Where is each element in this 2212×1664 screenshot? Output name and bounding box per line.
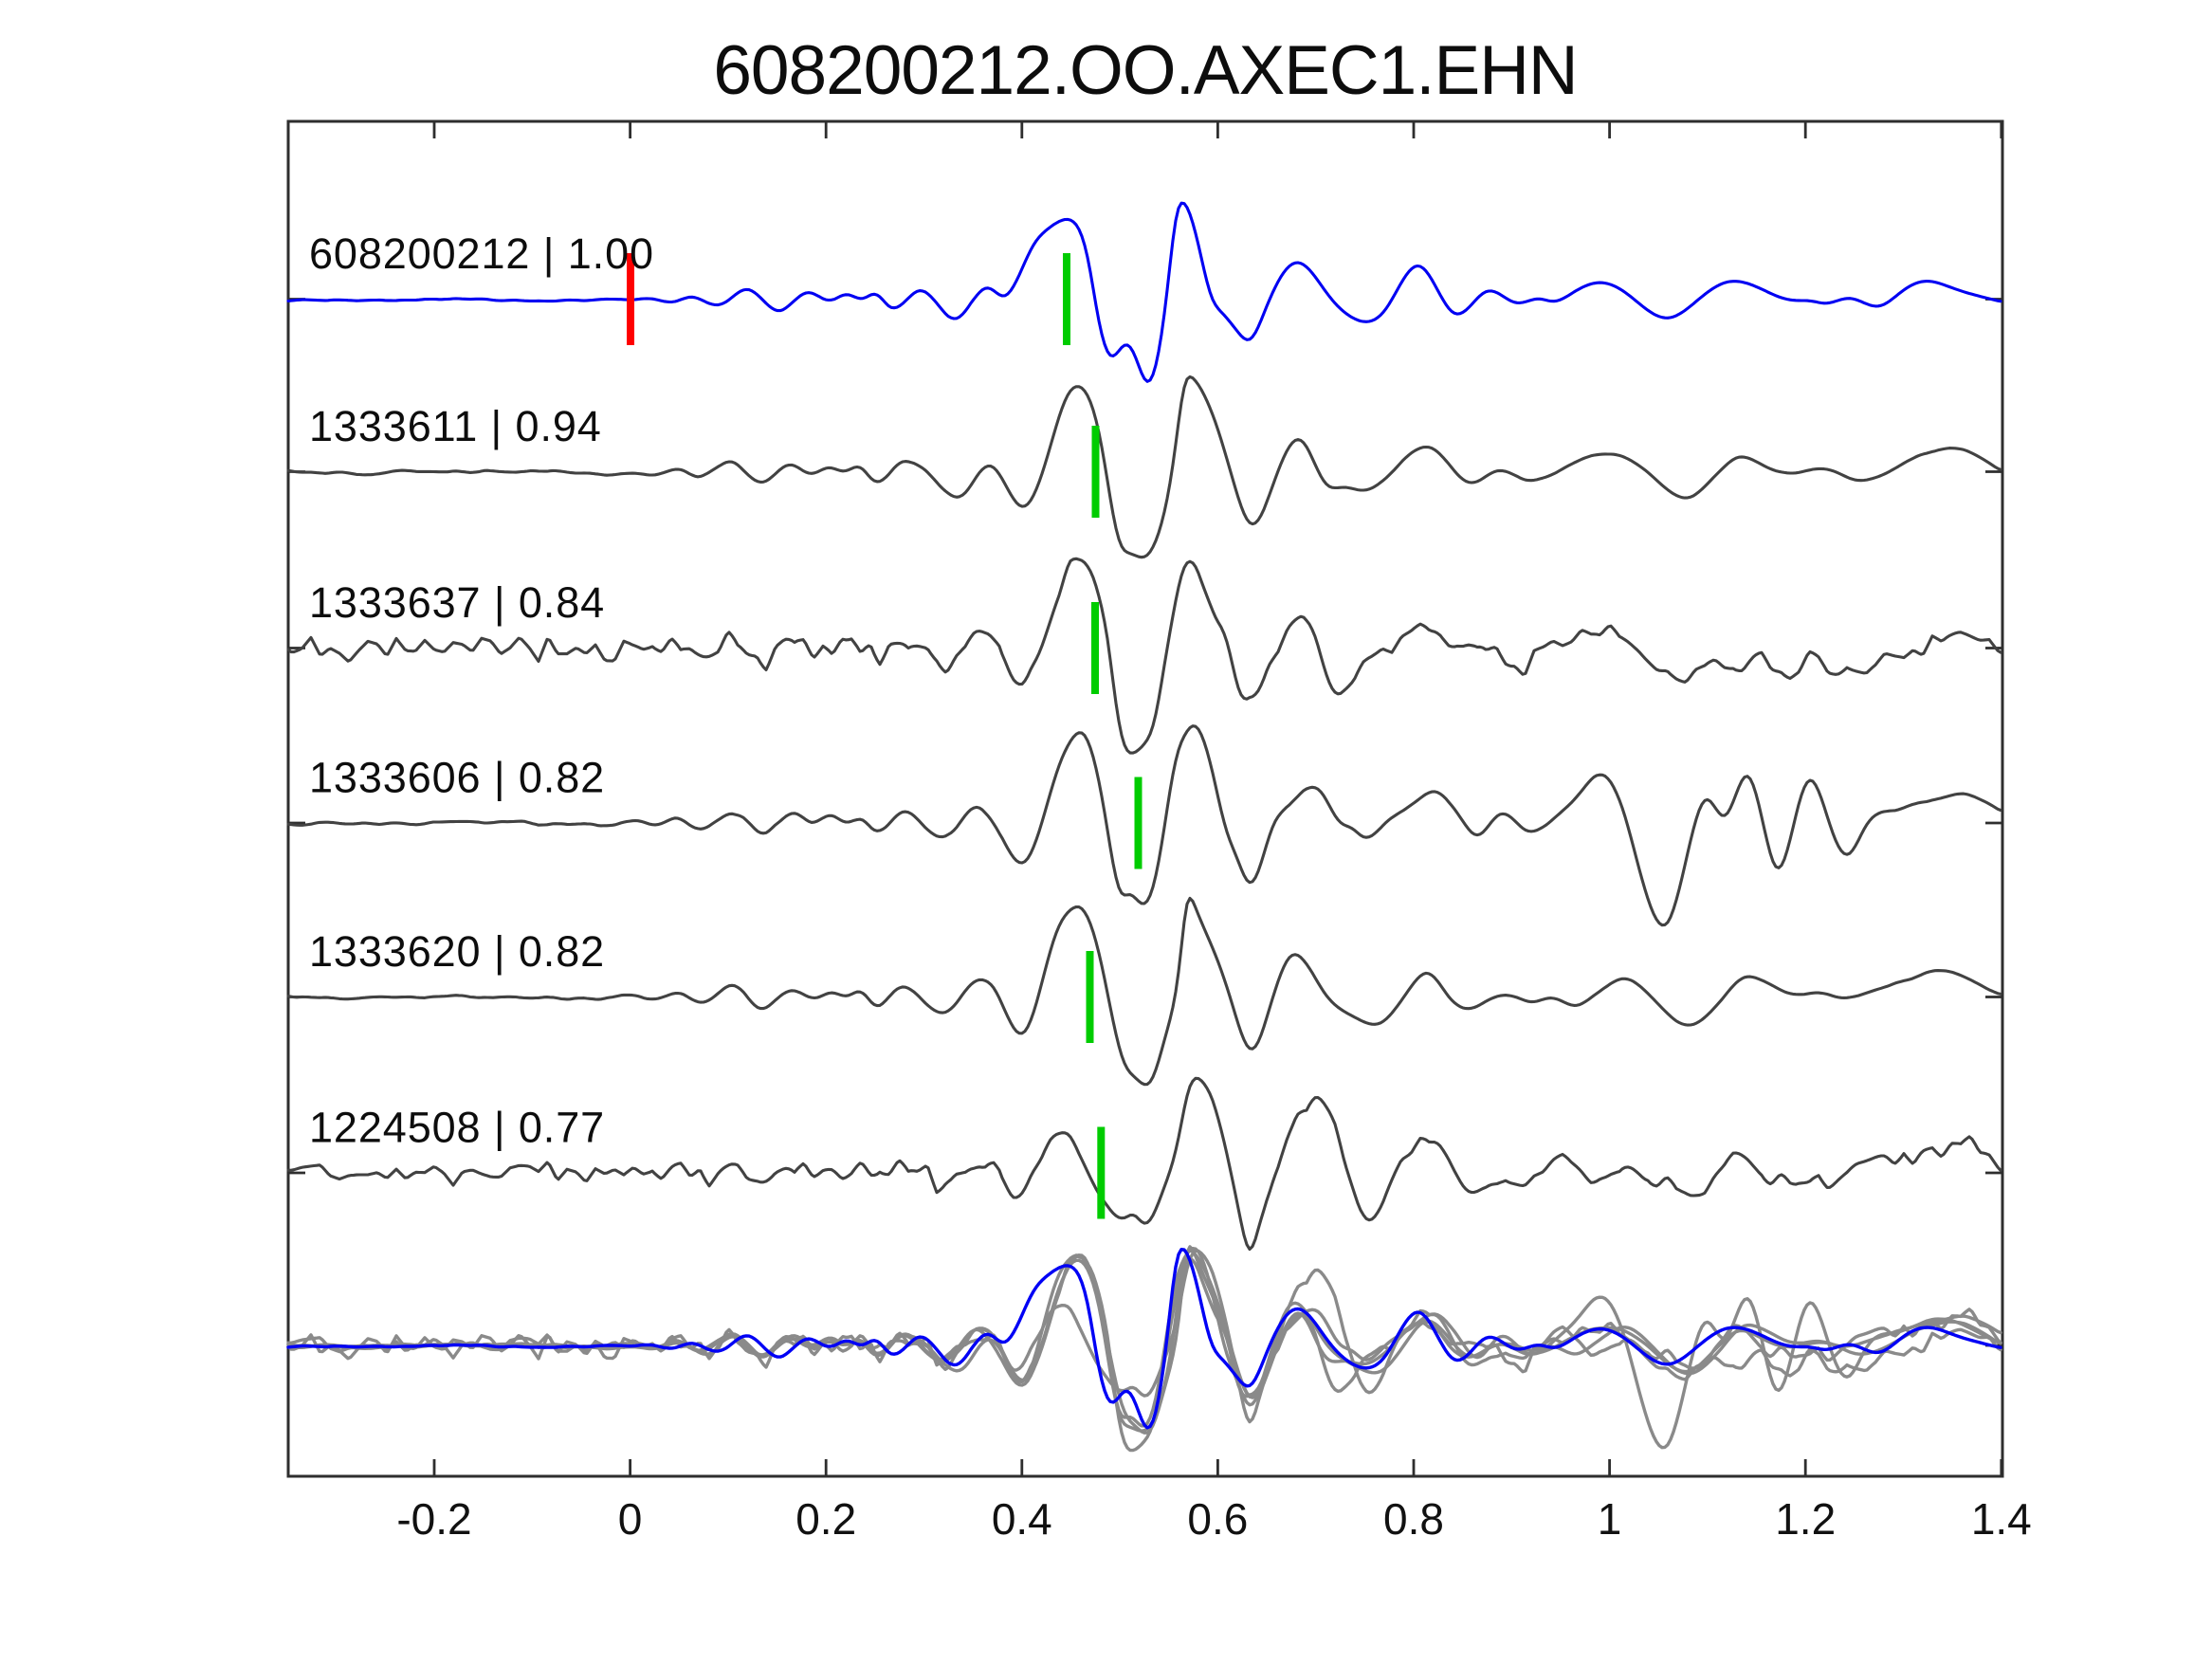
svg-text:1333637 | 0.84: 1333637 | 0.84 <box>309 578 605 627</box>
svg-text:0.4: 0.4 <box>992 1494 1052 1544</box>
svg-text:608200212.OO.AXEC1.EHN: 608200212.OO.AXEC1.EHN <box>713 32 1577 109</box>
svg-text:-0.2: -0.2 <box>396 1494 471 1544</box>
svg-text:1.2: 1.2 <box>1775 1494 1836 1544</box>
svg-text:1333611 | 0.94: 1333611 | 0.94 <box>309 402 602 450</box>
svg-text:0: 0 <box>618 1494 643 1544</box>
svg-text:0.2: 0.2 <box>795 1494 856 1544</box>
svg-text:1: 1 <box>1598 1494 1622 1544</box>
svg-text:0.6: 0.6 <box>1187 1494 1248 1544</box>
svg-text:1333620 | 0.82: 1333620 | 0.82 <box>309 927 605 976</box>
svg-text:1.4: 1.4 <box>1971 1494 2032 1544</box>
svg-text:1333606 | 0.82: 1333606 | 0.82 <box>309 754 605 802</box>
svg-text:1224508 | 0.77: 1224508 | 0.77 <box>309 1104 605 1152</box>
svg-text:608200212 | 1.00: 608200212 | 1.00 <box>309 229 654 278</box>
svg-text:0.8: 0.8 <box>1383 1494 1444 1544</box>
